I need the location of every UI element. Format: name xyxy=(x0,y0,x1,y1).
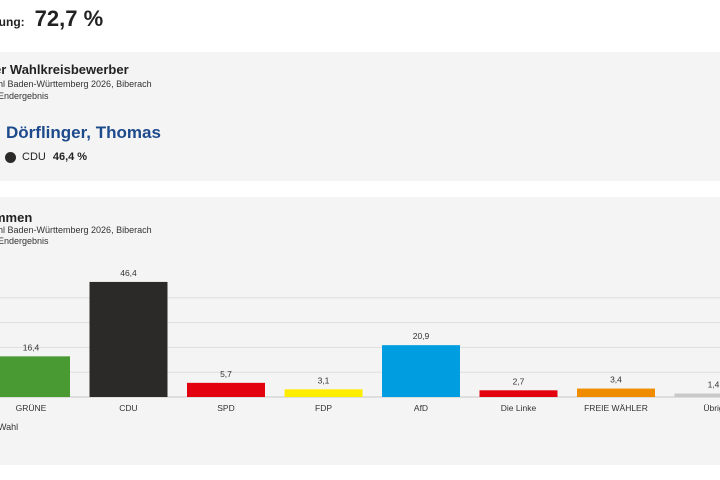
votes-card-subtitle: hl Baden-Württemberg 2026, Biberach xyxy=(0,225,152,235)
category-label: SPD xyxy=(217,403,234,413)
bar-value-label: 3,1 xyxy=(318,375,330,385)
bar-value-label: 20,9 xyxy=(413,331,430,341)
turnout-value: 72,7 % xyxy=(34,6,104,31)
category-label: FREIE WÄHLER xyxy=(584,403,648,413)
category-label: Übrig xyxy=(703,403,720,413)
category-label: Die Linke xyxy=(501,403,537,413)
bar-value-label: 16,4 xyxy=(23,342,40,352)
turnout-summary: igung: 72,7 % xyxy=(0,6,103,36)
bar-cdu[interactable] xyxy=(89,281,168,397)
bar-afd[interactable] xyxy=(382,345,460,397)
winner-share: 46,4 % xyxy=(52,151,88,163)
votes-card-title: mmen xyxy=(0,210,33,225)
candidate-card-result-status: Endergebnis xyxy=(0,91,49,101)
bar-übrig[interactable] xyxy=(674,393,720,397)
vote-share-bar-chart: 16,4 GRÜNE 46,4 CDU 5,7 SPD 3,1 FDP 20,9 AfD 2,7 Di… xyxy=(0,268,720,413)
bar-value-label: 3,4 xyxy=(610,375,622,385)
candidate-card: er Wahlkreisbewerber hl Baden-Württember… xyxy=(0,52,720,181)
bar-value-label: 5,7 xyxy=(220,369,232,379)
category-label: FDP xyxy=(315,403,332,413)
votes-card: mmen hl Baden-Württemberg 2026, Biberach… xyxy=(0,197,720,465)
winner-name[interactable]: Dörflinger, Thomas xyxy=(6,123,161,142)
category-label: CDU xyxy=(119,403,137,413)
party-color-dot xyxy=(5,151,16,163)
category-label: GRÜNE xyxy=(16,403,47,413)
candidate-card-subtitle: hl Baden-Württemberg 2026, Biberach xyxy=(0,79,152,89)
bar-spd[interactable] xyxy=(187,382,265,397)
winner-party-row: CDU 46,4 % xyxy=(5,151,87,163)
votes-card-result-status: Endergebnis xyxy=(0,236,49,246)
bar-die-linke[interactable] xyxy=(479,390,558,397)
bar-value-label: 1,4 xyxy=(708,380,720,390)
turnout-label: igung: xyxy=(0,15,25,29)
bar-freie-wähler[interactable] xyxy=(577,388,655,397)
bar-value-label: 2,7 xyxy=(513,376,525,386)
chart-note: Wahl xyxy=(0,422,19,432)
bar-grüne[interactable] xyxy=(0,356,70,397)
candidate-card-title: er Wahlkreisbewerber xyxy=(0,62,129,77)
category-label: AfD xyxy=(414,403,428,413)
winner-party-name: CDU xyxy=(22,151,46,163)
bar-value-label: 46,4 xyxy=(120,268,137,278)
bar-fdp[interactable] xyxy=(284,389,363,397)
